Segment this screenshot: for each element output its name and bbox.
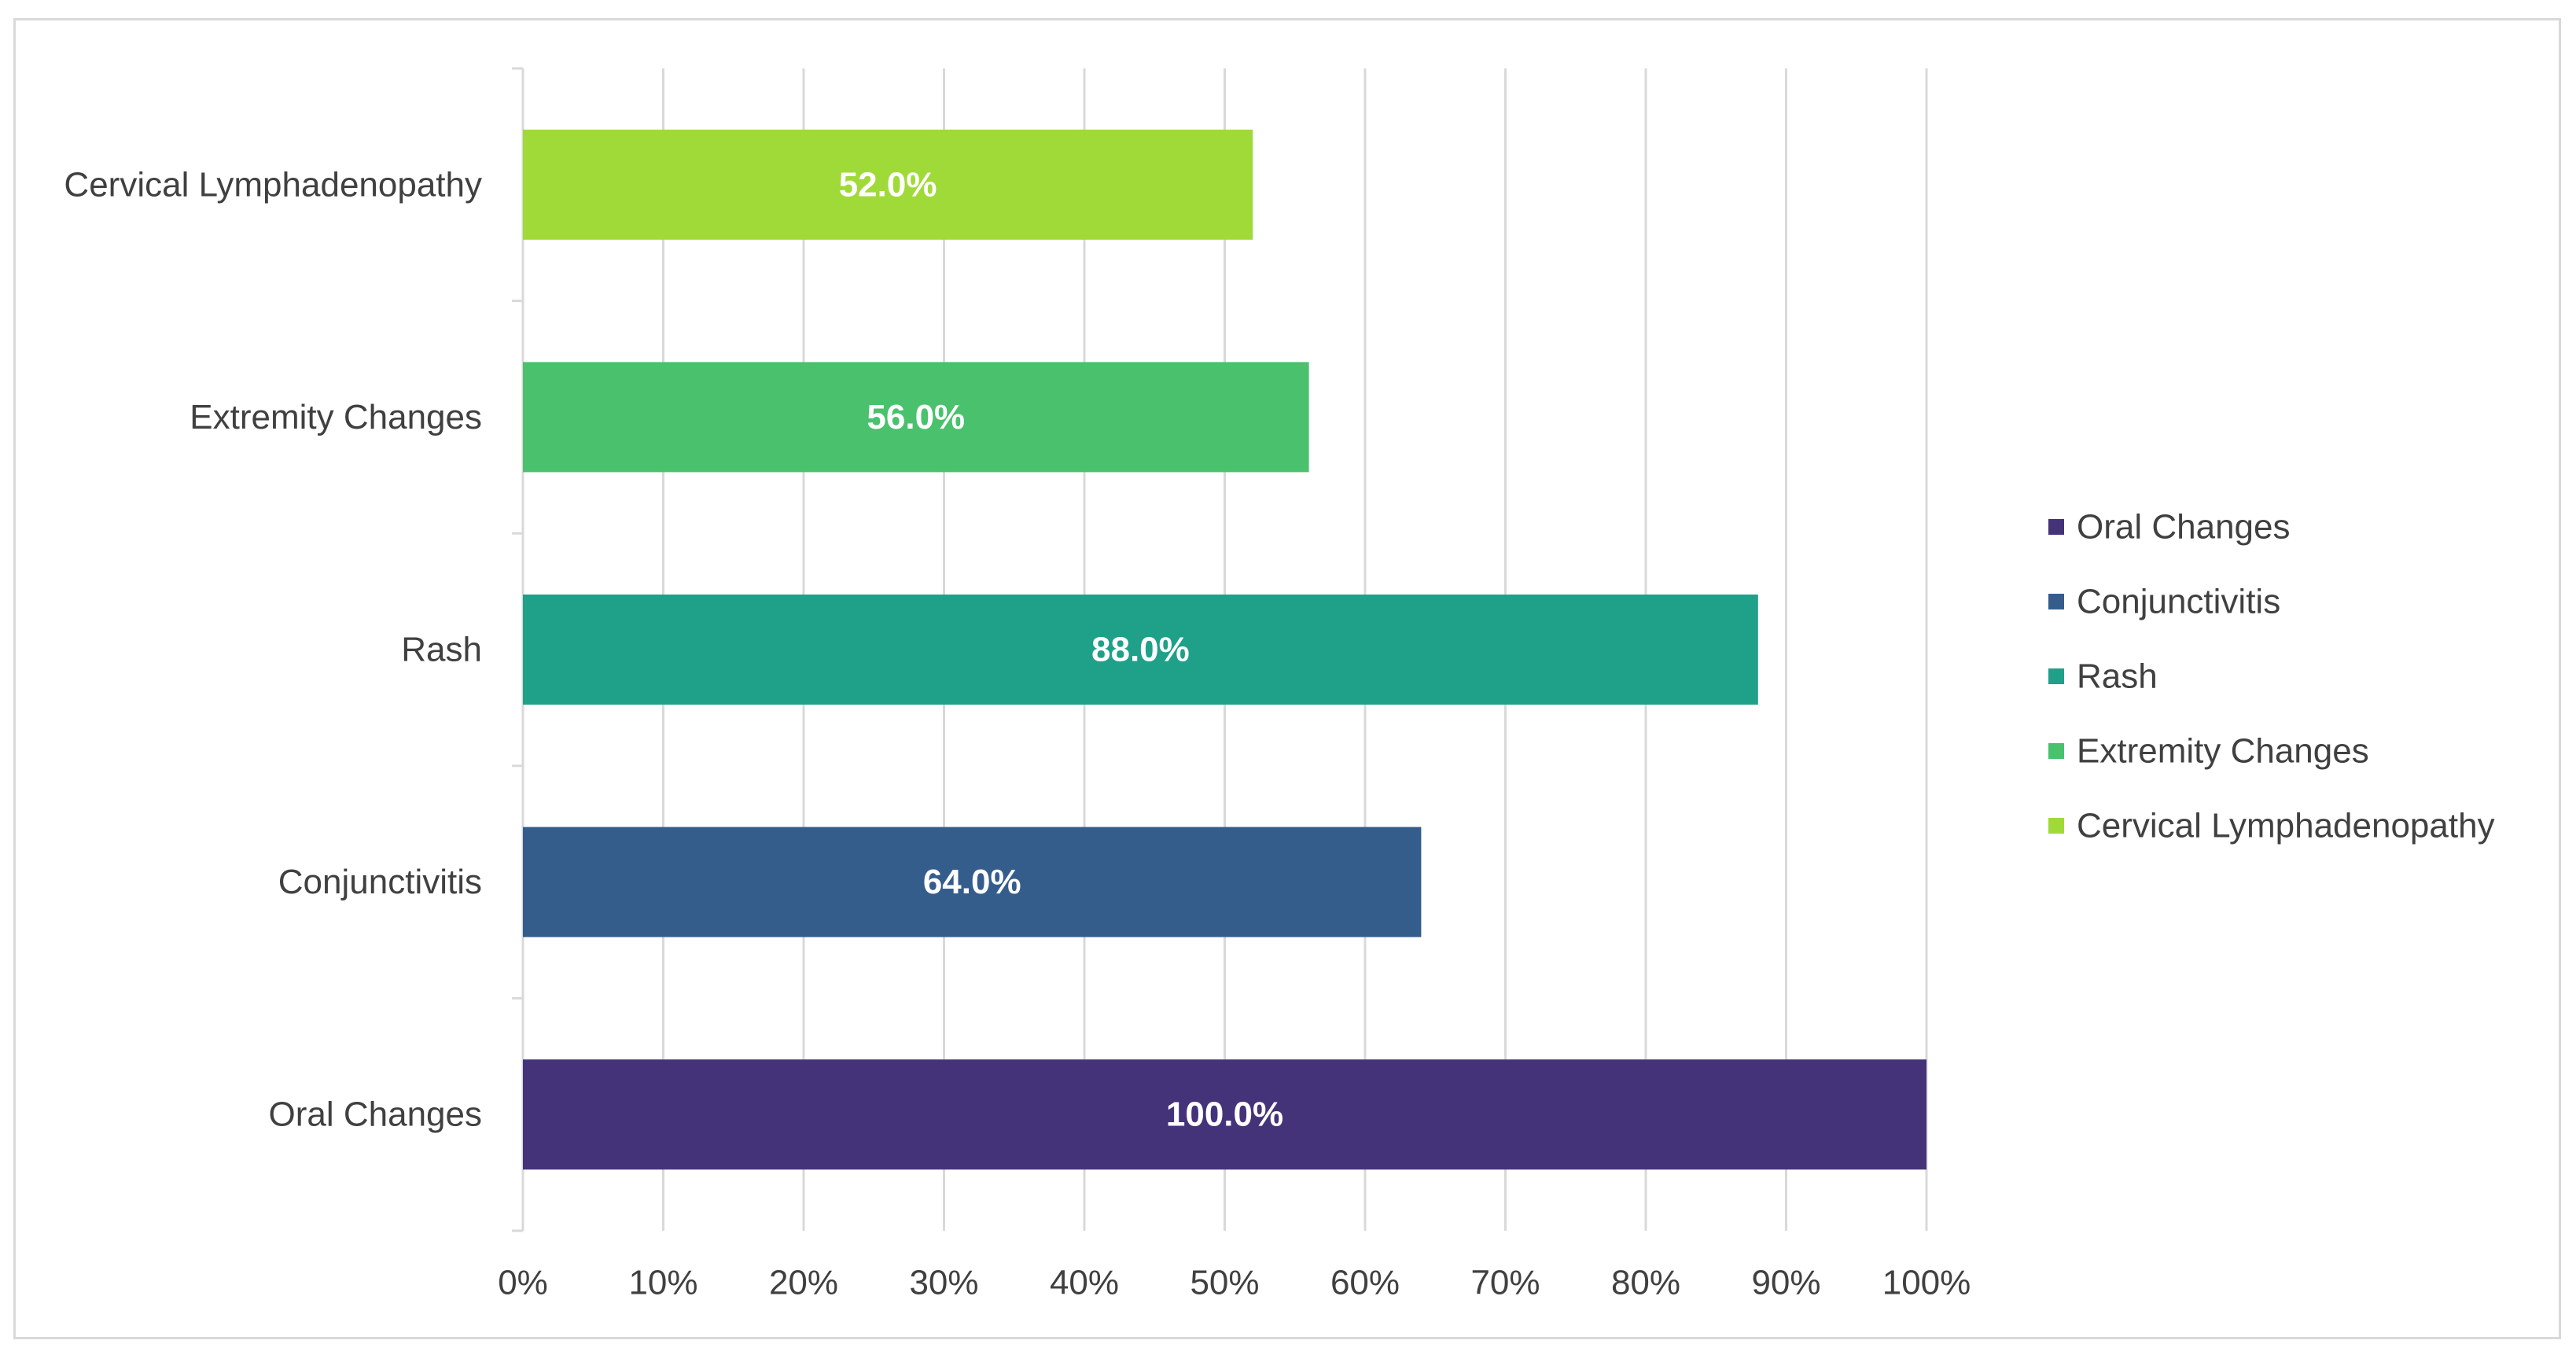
legend-label-extremity-changes: Extremity Changes — [2077, 732, 2369, 771]
category-label-rash: Rash — [401, 631, 482, 669]
data-labels: 100.0% 64.0% 88.0% 56.0% 52.0% — [839, 165, 1283, 1133]
category-label-oral-changes: Oral Changes — [269, 1095, 482, 1134]
data-label-extremity-changes: 56.0% — [867, 398, 965, 436]
category-label-conjunctivitis: Conjunctivitis — [278, 863, 482, 901]
x-tick-label-60: 60% — [1330, 1264, 1400, 1302]
category-axis — [512, 67, 524, 1232]
bar-cervical-lymphadenopathy — [523, 129, 1253, 240]
legend-swatch-rash — [2048, 668, 2064, 684]
legend-label-rash: Rash — [2077, 657, 2158, 696]
x-tick-label-0: 0% — [498, 1264, 548, 1302]
legend-swatch-cervical-lymphadenopathy — [2048, 818, 2064, 834]
bar-rash — [523, 595, 1758, 705]
category-label-extremity-changes: Extremity Changes — [190, 398, 482, 436]
x-tick-label-50: 50% — [1190, 1264, 1259, 1302]
x-tick-label-10: 10% — [628, 1264, 697, 1302]
x-tick-label-70: 70% — [1470, 1264, 1540, 1302]
gridlines — [662, 68, 1928, 1231]
legend-swatch-conjunctivitis — [2048, 594, 2064, 609]
legend-swatch-oral-changes — [2048, 519, 2064, 535]
x-tick-label-90: 90% — [1751, 1264, 1820, 1302]
legend-label-cervical-lymphadenopathy: Cervical Lymphadenopathy — [2077, 807, 2495, 845]
data-label-oral-changes: 100.0% — [1166, 1095, 1283, 1134]
category-labels: Oral Changes Conjunctivitis Rash Extremity … — [64, 165, 482, 1133]
x-tick-label-30: 30% — [909, 1264, 978, 1302]
legend-swatch-extremity-changes — [2048, 743, 2064, 759]
bar-conjunctivitis — [523, 827, 1422, 937]
x-tick-label-20: 20% — [769, 1264, 838, 1302]
x-tick-label-40: 40% — [1050, 1264, 1119, 1302]
data-label-rash: 88.0% — [1091, 631, 1190, 669]
x-tick-label-100: 100% — [1882, 1264, 1971, 1302]
legend-label-conjunctivitis: Conjunctivitis — [2077, 583, 2280, 621]
bar-extremity-changes — [523, 362, 1309, 473]
legend-label-oral-changes: Oral Changes — [2077, 508, 2290, 547]
data-label-cervical-lymphadenopathy: 52.0% — [839, 165, 937, 204]
data-label-conjunctivitis: 64.0% — [923, 863, 1021, 901]
x-tick-label-80: 80% — [1611, 1264, 1680, 1302]
bar-oral-changes — [523, 1059, 1926, 1170]
bars — [523, 129, 1926, 1170]
legend: Oral Changes Conjunctivitis Rash Extremity … — [2048, 508, 2495, 845]
category-label-cervical-lymphadenopathy: Cervical Lymphadenopathy — [64, 165, 482, 204]
x-tick-labels: 0% 10% 20% 30% 40% 50% 60% 70% 80% 90% 100% — [498, 1264, 1971, 1302]
